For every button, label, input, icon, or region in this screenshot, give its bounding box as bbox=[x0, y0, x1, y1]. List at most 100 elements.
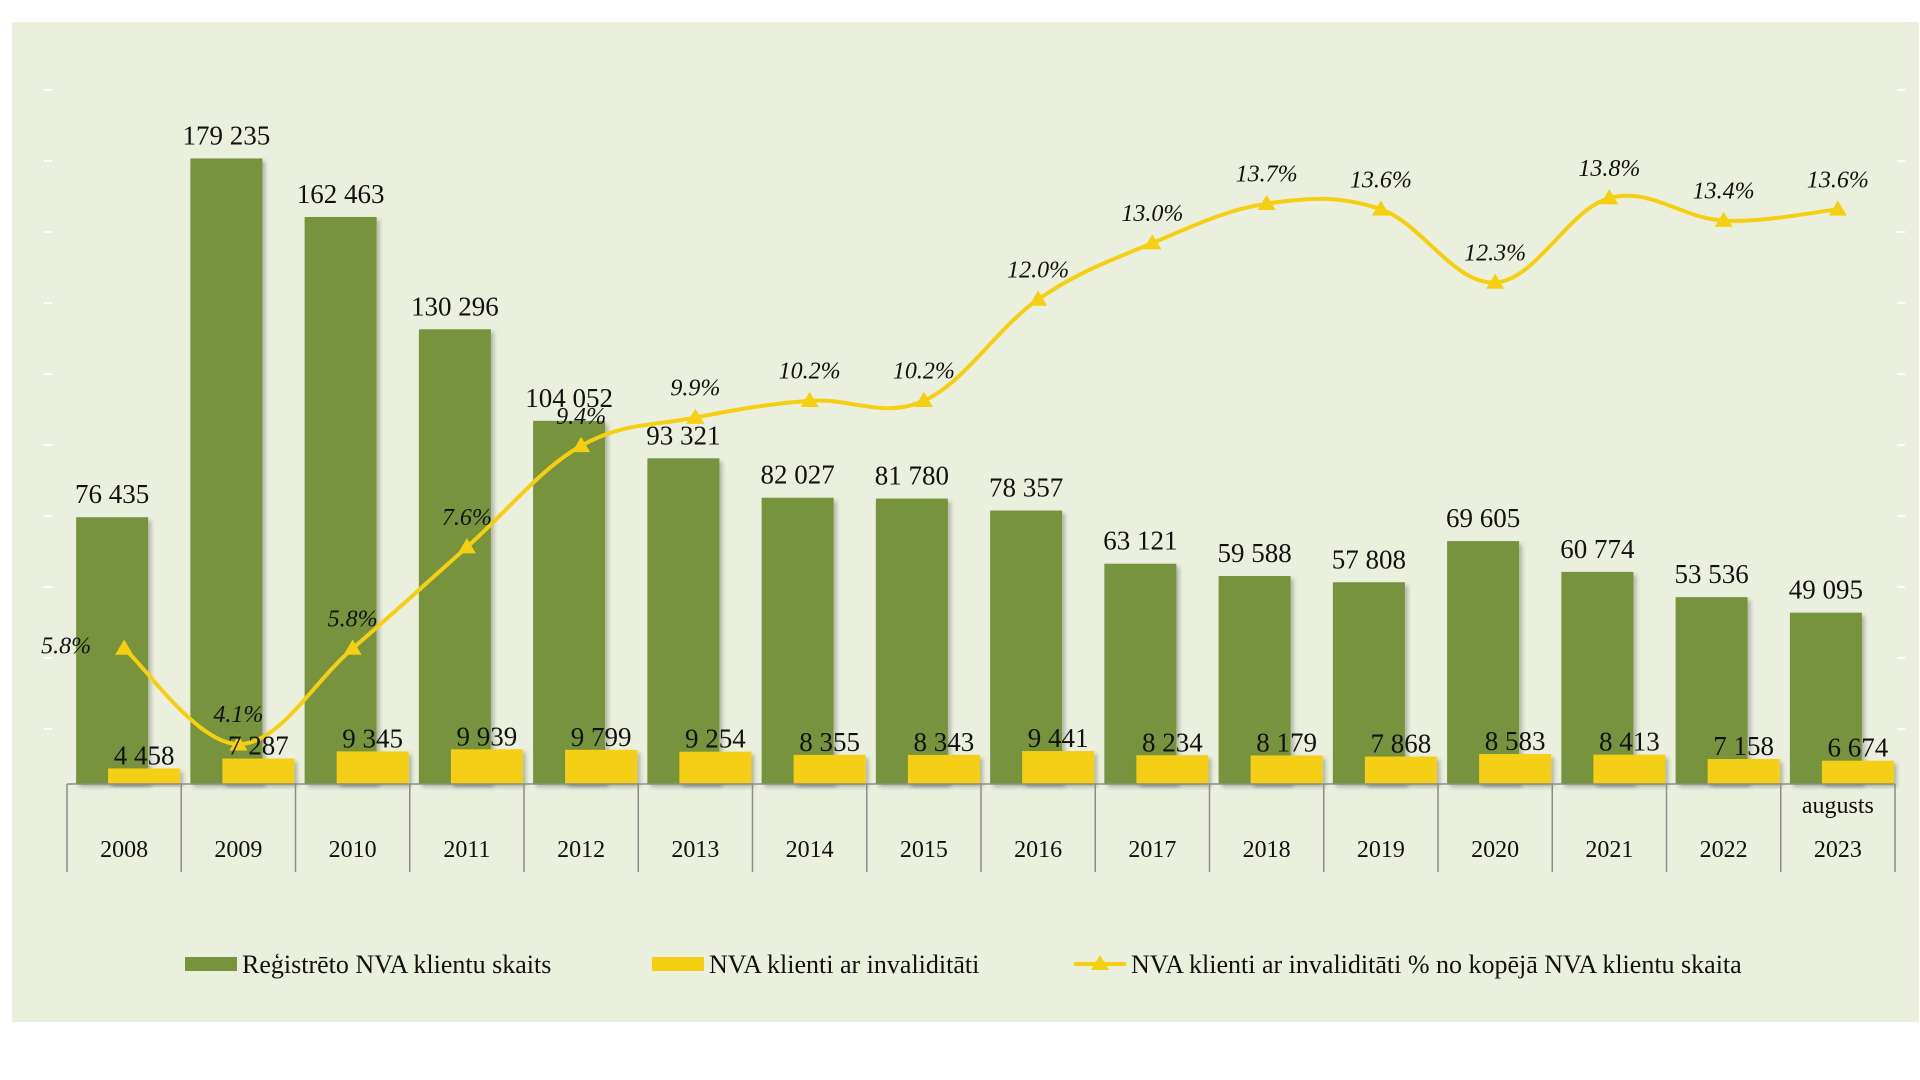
bar-registered-2009 bbox=[190, 158, 263, 784]
marker-percentage-2011 bbox=[457, 538, 476, 554]
marker-percentage-2019 bbox=[1371, 200, 1390, 216]
bar-registered-2021 bbox=[1561, 571, 1634, 784]
label-disability-2011: 9 939 bbox=[457, 721, 518, 751]
label-percentage-2018: 13.7% bbox=[1236, 162, 1298, 188]
marker-percentage-2012 bbox=[572, 436, 591, 453]
bar-registered-2008 bbox=[76, 517, 149, 784]
label-disability-2015: 8 343 bbox=[914, 727, 975, 757]
label-registered-2017: 63 121 bbox=[1103, 526, 1177, 556]
label-percentage-2011: 7.6% bbox=[442, 505, 492, 531]
marker-percentage-2016 bbox=[1029, 290, 1048, 306]
x-tick-2020: 2020 bbox=[1471, 837, 1519, 863]
label-disability-2019: 7 868 bbox=[1371, 729, 1432, 759]
x-tick-2016: 2016 bbox=[1014, 837, 1062, 863]
label-registered-2023: 49 095 bbox=[1789, 575, 1863, 605]
bar-disability-2010 bbox=[336, 751, 409, 784]
label-registered-2016: 78 357 bbox=[989, 473, 1063, 503]
marker-percentage-2022 bbox=[1714, 211, 1733, 227]
x-tick-2015: 2015 bbox=[900, 837, 948, 863]
label-disability-2021: 8 413 bbox=[1599, 727, 1660, 757]
label-percentage-2023: 13.6% bbox=[1807, 167, 1869, 193]
x-tick-2009: 2009 bbox=[214, 837, 262, 863]
legend-swatch-registered bbox=[185, 957, 237, 971]
bar-registered-2017 bbox=[1104, 563, 1177, 784]
bars-registered-clients bbox=[76, 158, 1862, 784]
bar-registered-2010 bbox=[304, 217, 377, 784]
label-disability-2020: 8 583 bbox=[1485, 726, 1546, 756]
label-disability-2018: 8 179 bbox=[1256, 727, 1317, 757]
bar-registered-2020 bbox=[1447, 541, 1520, 784]
label-percentage-2008: 5.8% bbox=[41, 633, 91, 659]
chart-legend: Reģistrēto NVA klientu skaits NVA klienti… bbox=[185, 950, 1742, 979]
label-disability-2013: 9 254 bbox=[685, 724, 746, 754]
bar-registered-2014 bbox=[761, 497, 834, 784]
marker-percentage-2020 bbox=[1486, 273, 1505, 289]
bar-disability-2015 bbox=[907, 754, 980, 784]
bar-disability-2021 bbox=[1593, 754, 1666, 784]
bar-disability-2012 bbox=[565, 749, 638, 784]
x-tick-2021: 2021 bbox=[1585, 837, 1633, 863]
chart-panel: 76 435 4 458 179 235 7 287 162 463 9 345 130 2… bbox=[12, 22, 1919, 1022]
marker-percentage-2009 bbox=[229, 735, 248, 751]
marker-percentage-2018 bbox=[1257, 194, 1276, 210]
bar-registered-2015 bbox=[875, 498, 948, 784]
legend-label-percentage: NVA klienti ar invaliditāti % no kopējā … bbox=[1131, 950, 1742, 979]
label-registered-2020: 69 605 bbox=[1446, 503, 1520, 533]
x-tick-2012: 2012 bbox=[557, 837, 605, 863]
bar-registered-2019 bbox=[1332, 582, 1405, 784]
bar-disability-2019 bbox=[1364, 756, 1437, 784]
label-percentage-2015: 10.2% bbox=[893, 359, 955, 385]
label-registered-2011: 130 296 bbox=[411, 291, 499, 321]
axis-tick-marks bbox=[44, 89, 1905, 730]
bar-disability-2018 bbox=[1250, 755, 1323, 784]
x-tick-2010: 2010 bbox=[329, 837, 377, 863]
line-path-percentage bbox=[122, 193, 1839, 747]
legend-marker-percentage bbox=[1091, 955, 1109, 970]
label-percentage-2017: 13.0% bbox=[1121, 201, 1183, 227]
label-percentage-2020: 12.3% bbox=[1464, 241, 1526, 267]
legend-label-disability: NVA klienti ar invaliditāti bbox=[709, 950, 979, 979]
data-labels: 76 435 4 458 179 235 7 287 162 463 9 345 130 2… bbox=[41, 120, 1889, 770]
bar-registered-2022 bbox=[1675, 597, 1748, 784]
bars-clients-with-disability bbox=[108, 749, 1894, 784]
bar-disability-2013 bbox=[679, 751, 752, 784]
bar-disability-2014 bbox=[793, 754, 866, 784]
marker-percentage-2014 bbox=[800, 391, 819, 408]
label-registered-2008: 76 435 bbox=[75, 479, 149, 509]
label-percentage-2013: 9.9% bbox=[670, 376, 720, 402]
bar-disability-2020 bbox=[1479, 754, 1552, 784]
legend-label-registered: Reģistrēto NVA klientu skaits bbox=[242, 950, 551, 979]
x-tick-2017: 2017 bbox=[1128, 837, 1176, 863]
bar-disability-2008 bbox=[108, 768, 181, 784]
label-percentage-2014: 10.2% bbox=[779, 359, 841, 385]
chart-svg: 76 435 4 458 179 235 7 287 162 463 9 345 130 2… bbox=[41, 89, 1905, 979]
label-disability-2009: 7 287 bbox=[228, 731, 289, 761]
bar-registered-2012 bbox=[533, 420, 606, 784]
bar-registered-2018 bbox=[1218, 576, 1291, 784]
label-registered-2022: 53 536 bbox=[1675, 559, 1749, 589]
bar-disability-2017 bbox=[1136, 755, 1209, 784]
x-tick-note-2023: augusts bbox=[1802, 793, 1874, 819]
x-tick-2019: 2019 bbox=[1357, 837, 1405, 863]
marker-percentage-2008 bbox=[115, 639, 134, 655]
x-tick-2022: 2022 bbox=[1700, 837, 1748, 863]
label-percentage-2010: 5.8% bbox=[328, 606, 378, 632]
category-axis: 2008 2009 2010 2011 2012 2013 2014 2015 2016 2017… bbox=[66, 783, 1896, 872]
label-registered-2019: 57 808 bbox=[1332, 544, 1406, 574]
label-percentage-2021: 13.8% bbox=[1578, 156, 1640, 182]
bar-registered-2016 bbox=[990, 510, 1063, 784]
label-percentage-2016: 12.0% bbox=[1007, 257, 1069, 283]
x-tick-2023: 2023 bbox=[1814, 837, 1862, 863]
marker-percentage-2013 bbox=[686, 408, 705, 424]
bar-registered-2013 bbox=[647, 458, 720, 784]
label-registered-2018: 59 588 bbox=[1218, 538, 1292, 568]
label-disability-2008: 4 458 bbox=[114, 740, 175, 770]
label-registered-2010: 162 463 bbox=[297, 179, 385, 209]
label-registered-2014: 82 027 bbox=[761, 460, 835, 490]
legend-swatch-disability bbox=[652, 957, 704, 971]
label-percentage-2009: 4.1% bbox=[213, 702, 263, 728]
label-registered-2013: 93 321 bbox=[646, 420, 720, 450]
label-disability-2014: 8 355 bbox=[799, 727, 860, 757]
line-disability-percentage bbox=[115, 189, 1847, 751]
marker-percentage-2021 bbox=[1600, 189, 1619, 205]
